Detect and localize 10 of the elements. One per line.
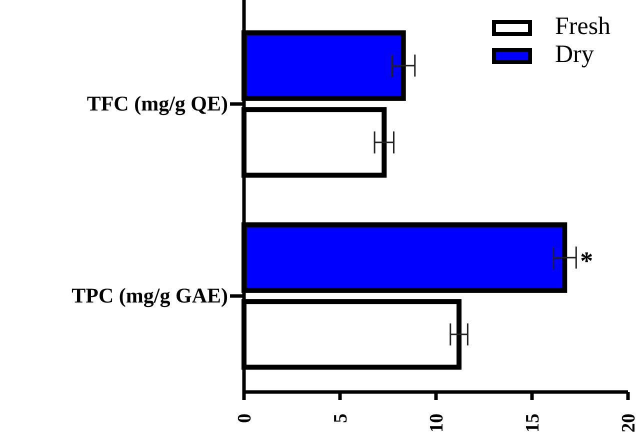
y-tick-label: TPC (mg/g GAE) [72,284,228,308]
x-tick-label: 0 [234,414,256,423]
annotation: * [580,246,594,276]
x-tick-label: 20 [618,414,640,432]
legend-label: Fresh [555,13,612,40]
x-tick-label: 15 [522,414,544,432]
x-tick-label: 5 [330,414,352,423]
x-tick-label: 10 [426,414,448,432]
y-tick-label: TFC (mg/g QE) [86,92,228,116]
legend-label: Dry [555,41,594,68]
